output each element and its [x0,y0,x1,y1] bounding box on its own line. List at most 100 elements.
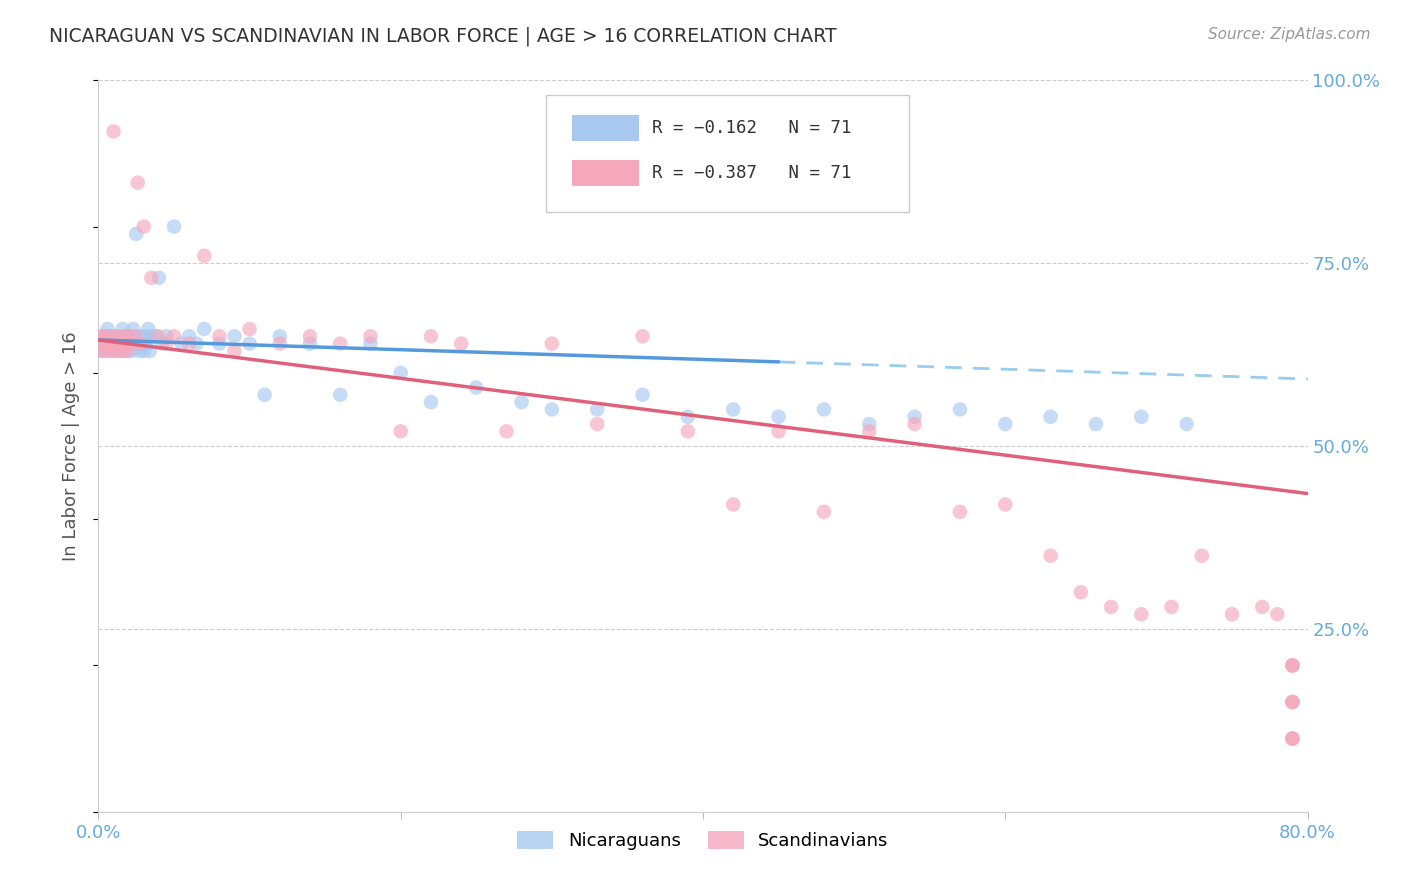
Point [1281,695,1303,709]
Point [994,498,1017,512]
Point [208,336,231,351]
Point [904,409,927,424]
Point [949,402,972,417]
Point [115,343,138,358]
Point [132,343,155,358]
Point [148,270,170,285]
Point [269,329,291,343]
Text: R = −0.387   N = 71: R = −0.387 N = 71 [652,164,852,182]
Point [103,124,125,138]
Point [813,505,835,519]
Point [224,343,246,358]
Point [98,329,121,343]
Point [129,336,152,351]
Point [89,343,111,358]
Point [723,498,745,512]
Point [91,343,114,358]
Point [170,336,193,351]
Point [107,343,129,358]
Point [510,395,533,409]
Point [108,329,131,343]
Point [100,336,122,351]
Point [1267,607,1289,622]
Point [495,425,517,439]
Point [112,329,135,343]
Point [141,329,163,343]
Text: NICARAGUAN VS SCANDINAVIAN IN LABOR FORCE | AGE > 16 CORRELATION CHART: NICARAGUAN VS SCANDINAVIAN IN LABOR FORC… [49,27,837,46]
Point [114,336,136,351]
Point [115,343,138,358]
Point [540,336,562,351]
Point [129,329,152,343]
Text: R = −0.162   N = 71: R = −0.162 N = 71 [652,119,852,136]
Point [98,329,121,343]
Point [253,388,276,402]
Point [122,322,145,336]
Point [1281,731,1303,746]
Point [90,336,112,351]
Point [450,336,472,351]
Point [329,388,352,402]
FancyBboxPatch shape [546,95,908,212]
Point [858,417,880,431]
Point [127,336,149,351]
Point [1281,658,1303,673]
Point [269,336,291,351]
Point [163,329,186,343]
Point [134,329,156,343]
Point [1039,549,1062,563]
Point [465,380,488,394]
Bar [572,115,638,141]
Point [121,343,143,358]
Point [813,402,835,417]
Point [155,336,177,351]
Point [420,329,443,343]
Point [96,343,118,358]
Point [101,343,124,358]
Point [1220,607,1243,622]
Legend: Nicaraguans, Scandinavians: Nicaraguans, Scandinavians [510,823,896,857]
Point [112,329,135,343]
Point [124,329,146,343]
Point [299,336,322,351]
Point [163,219,186,234]
Point [135,336,157,351]
Point [101,343,124,358]
Point [723,402,745,417]
Point [586,417,609,431]
Point [155,329,177,343]
Point [186,336,208,351]
Point [540,402,562,417]
Point [239,336,262,351]
Point [110,343,132,358]
Point [631,388,654,402]
Point [111,343,134,358]
Point [1085,417,1108,431]
Point [586,402,609,417]
Point [124,329,146,343]
Point [360,329,382,343]
Point [179,329,201,343]
Point [90,336,112,351]
Point [141,270,163,285]
Point [858,425,880,439]
Point [103,329,125,343]
Point [360,336,382,351]
Point [299,329,322,343]
Point [179,336,201,351]
Point [1130,409,1153,424]
Point [239,322,262,336]
Point [768,425,790,439]
Point [131,336,153,351]
Point [94,336,117,351]
Point [104,336,127,351]
Point [389,425,412,439]
Point [100,336,122,351]
Point [128,343,150,358]
Point [96,322,118,336]
Point [104,336,127,351]
Point [105,329,128,343]
Point [1160,599,1182,614]
Point [904,417,927,431]
Point [1130,607,1153,622]
